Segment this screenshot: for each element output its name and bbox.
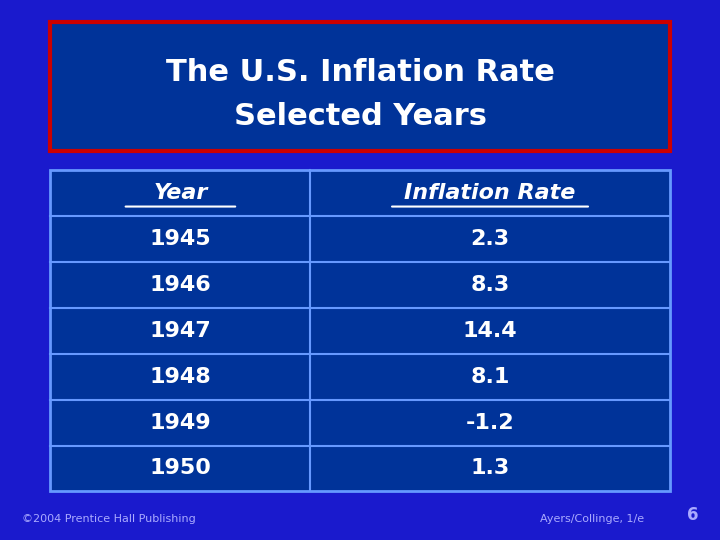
Text: Ayers/Collinge, 1/e: Ayers/Collinge, 1/e bbox=[540, 514, 644, 524]
Text: 8.3: 8.3 bbox=[470, 275, 510, 295]
FancyBboxPatch shape bbox=[50, 22, 670, 151]
Text: -1.2: -1.2 bbox=[466, 413, 514, 433]
Text: 2.3: 2.3 bbox=[470, 229, 510, 249]
Text: 6: 6 bbox=[687, 506, 698, 524]
Text: Inflation Rate: Inflation Rate bbox=[405, 183, 576, 203]
Text: 1950: 1950 bbox=[150, 458, 212, 478]
Text: Selected Years: Selected Years bbox=[233, 102, 487, 131]
Text: 14.4: 14.4 bbox=[463, 321, 518, 341]
Text: 1945: 1945 bbox=[150, 229, 211, 249]
Text: ©2004 Prentice Hall Publishing: ©2004 Prentice Hall Publishing bbox=[22, 514, 195, 524]
Text: 1949: 1949 bbox=[150, 413, 211, 433]
FancyBboxPatch shape bbox=[50, 170, 670, 491]
Text: Year: Year bbox=[153, 183, 207, 203]
Text: 1.3: 1.3 bbox=[470, 458, 510, 478]
Text: 1947: 1947 bbox=[150, 321, 211, 341]
Text: 1946: 1946 bbox=[150, 275, 211, 295]
Text: 1948: 1948 bbox=[150, 367, 211, 387]
Text: The U.S. Inflation Rate: The U.S. Inflation Rate bbox=[166, 58, 554, 87]
Text: 8.1: 8.1 bbox=[470, 367, 510, 387]
